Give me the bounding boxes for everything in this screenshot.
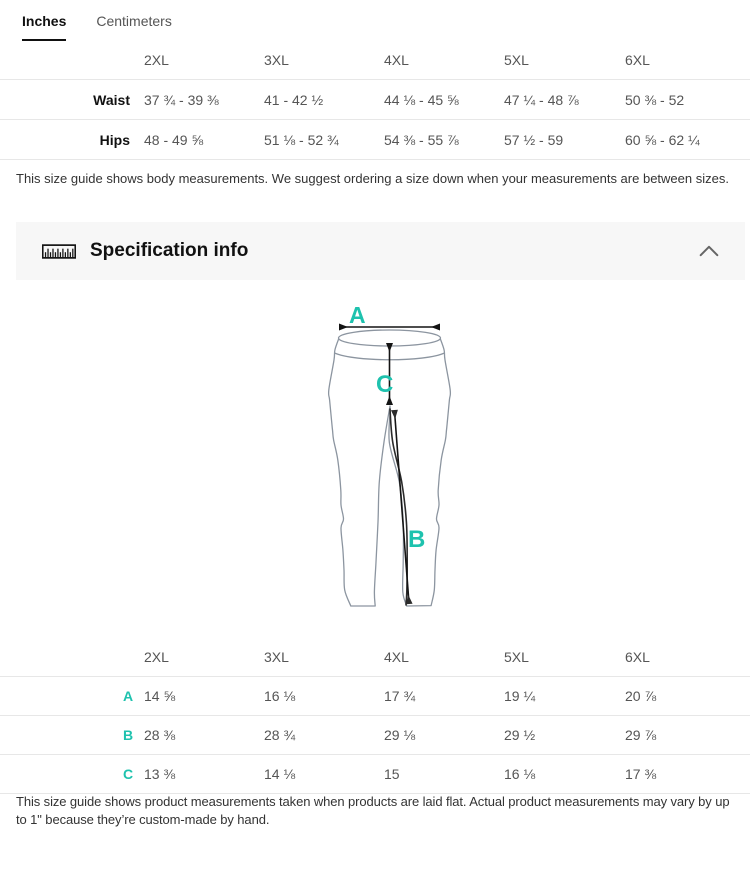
svg-text:A: A xyxy=(349,302,366,328)
svg-text:B: B xyxy=(408,526,425,553)
svg-text:C: C xyxy=(376,371,393,398)
